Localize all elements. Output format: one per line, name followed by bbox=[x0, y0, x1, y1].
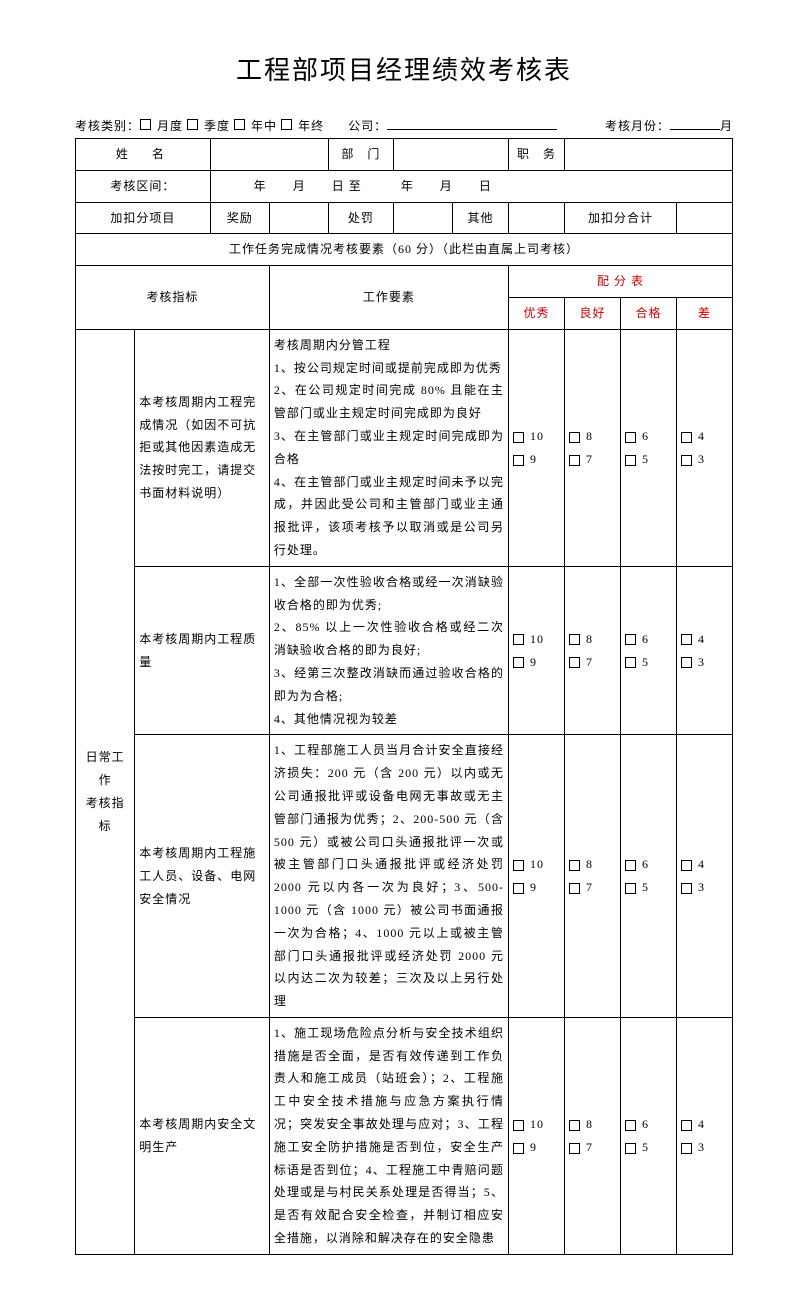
name-value bbox=[210, 139, 328, 171]
score-a-3[interactable]: 109 bbox=[508, 735, 564, 1018]
item-name-1: 本考核周期内工程完成情况（如因不可抗拒或其他因素造成无法按时完工，请提交书面材料… bbox=[135, 329, 270, 566]
row-head1: 考核指标 工作要素 配 分 表 bbox=[76, 266, 733, 298]
data-row-2: 本考核周期内工程质量 1、全部一次性验收合格或经一次消缺验收合格的即为优秀; 2… bbox=[76, 566, 733, 735]
score-d-4[interactable]: 43 bbox=[676, 1017, 732, 1254]
punish-label: 处罚 bbox=[329, 202, 394, 234]
section-title: 工作任务完成情况考核要素（60 分）（此栏由直属上司考核） bbox=[76, 234, 733, 266]
item-name-3: 本考核周期内工程施工人员、设备、电网安全情况 bbox=[135, 735, 270, 1018]
opt-monthly: 月度 bbox=[157, 117, 183, 134]
score-c-1[interactable]: 65 bbox=[620, 329, 676, 566]
category-label: 考核类别： bbox=[75, 117, 140, 134]
item-desc-3: 1、工程部施工人员当月合计安全直接经济损失：200 元（含 200 元）以内或无… bbox=[269, 735, 508, 1018]
item-desc-2: 1、全部一次性验收合格或经一次消缺验收合格的即为优秀; 2、85% 以上一次性验… bbox=[269, 566, 508, 735]
punish-value bbox=[393, 202, 452, 234]
score-a-1[interactable]: 109 bbox=[508, 329, 564, 566]
period-value: 年 月 日 至 年 月 日 bbox=[210, 170, 732, 202]
opt-midyear: 年中 bbox=[251, 117, 277, 134]
company-blank bbox=[387, 115, 557, 130]
checkbox-midyear[interactable] bbox=[234, 119, 245, 130]
bonus-items-label: 加扣分项目 bbox=[76, 202, 211, 234]
score-d-3[interactable]: 43 bbox=[676, 735, 732, 1018]
checkbox-quarterly[interactable] bbox=[187, 119, 198, 130]
score-c-4[interactable]: 65 bbox=[620, 1017, 676, 1254]
reward-value bbox=[269, 202, 328, 234]
category-cell: 日常工作 考核指标 bbox=[76, 329, 135, 1254]
dept-value bbox=[393, 139, 508, 171]
score-a-4[interactable]: 109 bbox=[508, 1017, 564, 1254]
score-c-2[interactable]: 65 bbox=[620, 566, 676, 735]
post-label: 职 务 bbox=[508, 139, 564, 171]
score-a-2[interactable]: 109 bbox=[508, 566, 564, 735]
opt-yearend: 年终 bbox=[298, 117, 324, 134]
data-row-1: 日常工作 考核指标 本考核周期内工程完成情况（如因不可抗拒或其他因素造成无法按时… bbox=[76, 329, 733, 566]
row-section: 工作任务完成情况考核要素（60 分）（此栏由直属上司考核） bbox=[76, 234, 733, 266]
score-b-1[interactable]: 87 bbox=[564, 329, 620, 566]
checkbox-monthly[interactable] bbox=[140, 119, 151, 130]
period-label: 考核区间： bbox=[76, 170, 211, 202]
reward-label: 奖励 bbox=[210, 202, 269, 234]
data-row-4: 本考核周期内安全文明生产 1、施工现场危险点分析与安全技术组织措施是否全面，是否… bbox=[76, 1017, 733, 1254]
score-d-2[interactable]: 43 bbox=[676, 566, 732, 735]
row-identity: 姓 名 部 门 职 务 bbox=[76, 139, 733, 171]
opt-quarterly: 季度 bbox=[204, 117, 230, 134]
post-value bbox=[564, 139, 732, 171]
name-label: 姓 名 bbox=[76, 139, 211, 171]
head-pass: 合格 bbox=[620, 297, 676, 329]
total-value bbox=[676, 202, 732, 234]
other-label: 其他 bbox=[452, 202, 508, 234]
other-value bbox=[508, 202, 564, 234]
month-blank bbox=[670, 115, 720, 130]
head-score: 配 分 表 bbox=[508, 266, 732, 298]
row-bonus: 加扣分项目 奖励 处罚 其他 加扣分合计 bbox=[76, 202, 733, 234]
total-label: 加扣分合计 bbox=[564, 202, 676, 234]
main-table: 姓 名 部 门 职 务 考核区间： 年 月 日 至 年 月 日 加扣分项目 奖励… bbox=[75, 138, 733, 1255]
head-excellent: 优秀 bbox=[508, 297, 564, 329]
score-b-3[interactable]: 87 bbox=[564, 735, 620, 1018]
month-label: 考核月份： bbox=[605, 117, 670, 134]
score-c-3[interactable]: 65 bbox=[620, 735, 676, 1018]
checkbox-yearend[interactable] bbox=[281, 119, 292, 130]
month-unit: 月 bbox=[720, 117, 733, 134]
item-desc-1: 考核周期内分管工程 1、按公司规定时间或提前完成即为优秀 2、在公司规定时间完成… bbox=[269, 329, 508, 566]
data-row-3: 本考核周期内工程施工人员、设备、电网安全情况 1、工程部施工人员当月合计安全直接… bbox=[76, 735, 733, 1018]
head-bad: 差 bbox=[676, 297, 732, 329]
head-element: 工作要素 bbox=[269, 266, 508, 330]
score-d-1[interactable]: 43 bbox=[676, 329, 732, 566]
score-b-4[interactable]: 87 bbox=[564, 1017, 620, 1254]
row-period: 考核区间： 年 月 日 至 年 月 日 bbox=[76, 170, 733, 202]
head-good: 良好 bbox=[564, 297, 620, 329]
company-label: 公司： bbox=[348, 117, 387, 134]
item-name-4: 本考核周期内安全文明生产 bbox=[135, 1017, 270, 1254]
item-name-2: 本考核周期内工程质量 bbox=[135, 566, 270, 735]
page-title: 工程部项目经理绩效考核表 bbox=[75, 50, 733, 87]
dept-label: 部 门 bbox=[329, 139, 394, 171]
top-meta-line: 考核类别： 月度 季度 年中 年终 公司： 考核月份： 月 bbox=[75, 115, 733, 134]
score-b-2[interactable]: 87 bbox=[564, 566, 620, 735]
head-indicator: 考核指标 bbox=[76, 266, 270, 330]
item-desc-4: 1、施工现场危险点分析与安全技术组织措施是否全面，是否有效传递到工作负责人和施工… bbox=[269, 1017, 508, 1254]
